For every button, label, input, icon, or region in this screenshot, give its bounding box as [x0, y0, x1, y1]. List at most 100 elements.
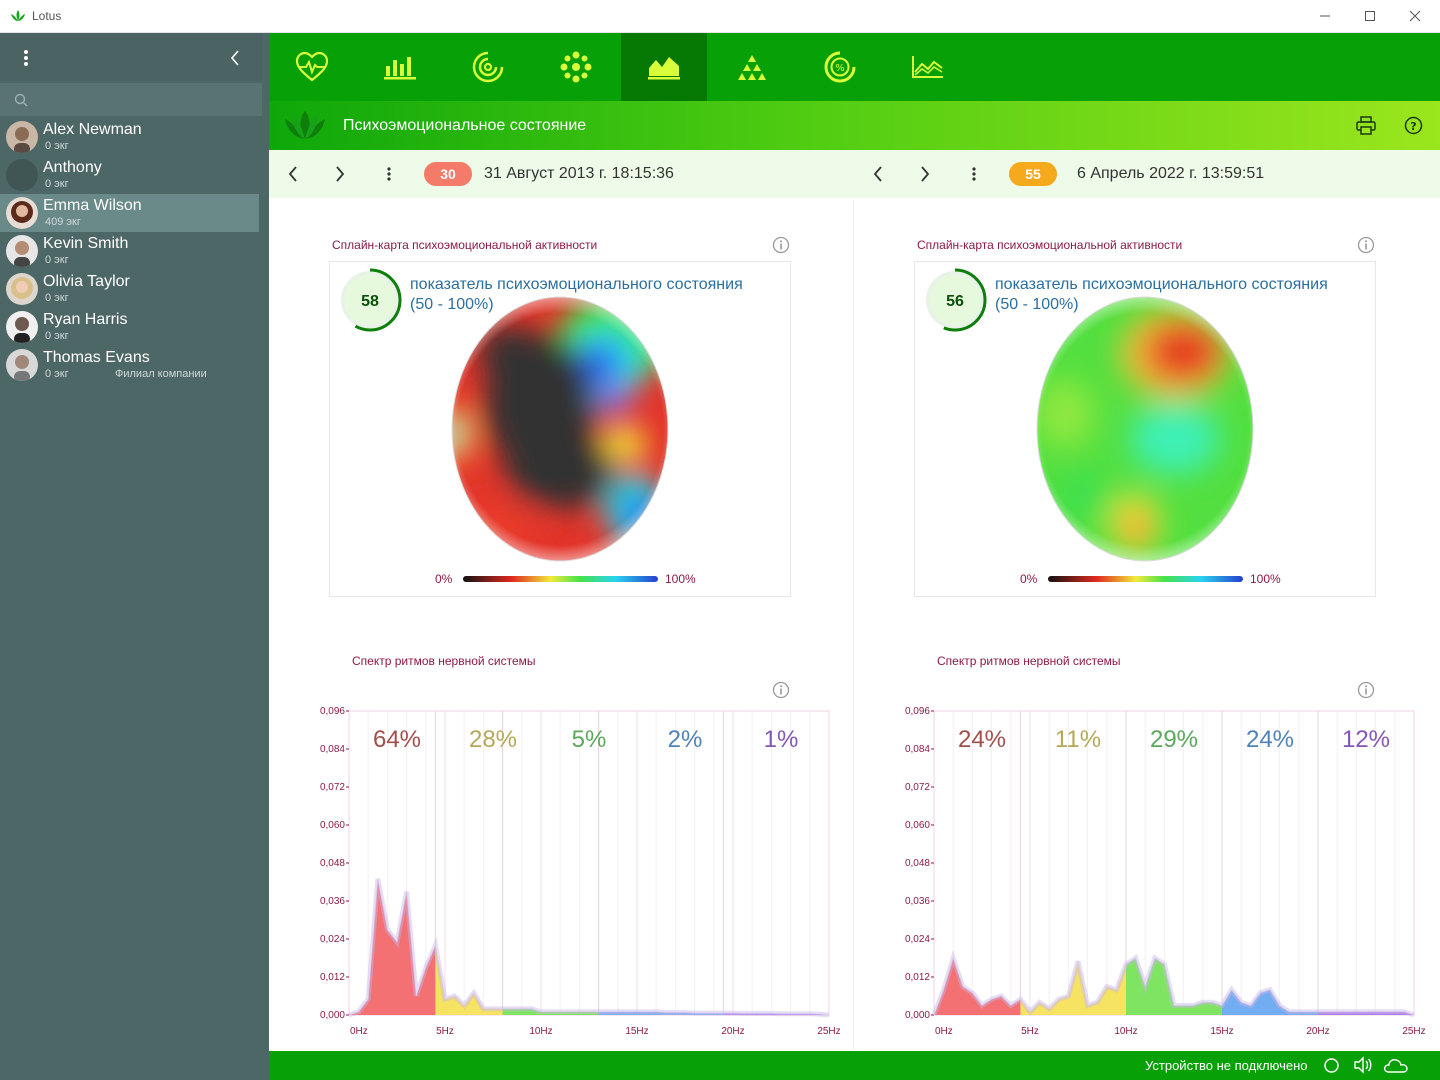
contact-item-thomas-evans[interactable]: Thomas Evans 0 экг Филиал компании	[0, 346, 259, 384]
x-tick-label: 0Hz	[350, 1026, 368, 1037]
scale-max-label: 100%	[665, 572, 696, 586]
avatar	[6, 349, 38, 381]
next-session-right-icon[interactable]	[919, 162, 931, 186]
minimize-button[interactable]	[1305, 4, 1345, 28]
band-percentage: 5%	[572, 726, 607, 753]
indicator-legend: показатель психоэмоционального состояния…	[410, 275, 780, 315]
window-title: Lotus	[32, 9, 62, 23]
indicator-range: (50 - 100%)	[410, 296, 494, 313]
info-icon[interactable]	[1357, 236, 1375, 254]
percent-ring-icon: %	[824, 51, 856, 83]
spectrum-line	[933, 956, 1415, 1016]
lotus-logo-icon	[11, 10, 25, 21]
maximize-icon	[1365, 11, 1375, 21]
y-tick-label: 0,096	[320, 706, 345, 717]
title-bar: Lotus	[0, 0, 1440, 33]
area-chart-icon	[648, 57, 680, 80]
session-date-right: 6 Апрель 2022 г. 13:59:51	[1077, 165, 1265, 182]
contact-ecg-count: 0 экг	[45, 254, 69, 266]
spline-map-card: 56 показатель психоэмоционального состоя…	[914, 261, 1376, 597]
x-tick-label: 15Hz	[1210, 1026, 1233, 1037]
spectrum-line	[348, 878, 830, 1016]
heart-pulse-icon	[295, 51, 329, 82]
line-chart-icon	[912, 56, 943, 78]
contact-item-anthony[interactable]: Anthony 0 экг	[0, 156, 259, 194]
x-tick-label: 20Hz	[1306, 1026, 1329, 1037]
contact-ecg-count: 409 экг	[45, 216, 81, 228]
next-session-left-icon[interactable]	[334, 162, 346, 186]
indicator-value: 56	[946, 293, 964, 310]
tool-percent[interactable]: %	[797, 33, 883, 101]
avatar	[6, 121, 38, 153]
y-tick-label: 0,036	[320, 896, 345, 907]
contact-name: Kevin Smith	[43, 235, 129, 252]
contact-item-ryan-harris[interactable]: Ryan Harris 0 экг	[0, 308, 259, 346]
close-button[interactable]	[1395, 4, 1435, 28]
scale-max-label: 100%	[1250, 572, 1281, 586]
session-menu-right-icon[interactable]	[970, 162, 978, 186]
connection-circle-icon[interactable]	[1323, 1057, 1340, 1074]
spectrum-caption: Спектр ритмов нервной системы	[937, 654, 1121, 668]
band-percentage: 2%	[668, 726, 703, 753]
indicator-label: показатель психоэмоционального состояния	[995, 276, 1328, 293]
indicator-gauge: 56	[925, 268, 987, 332]
tool-heart-rhythm[interactable]	[269, 33, 355, 101]
spectrum-band-4	[1222, 989, 1318, 1015]
indicator-legend: показатель психоэмоционального состояния…	[995, 275, 1365, 315]
spline-map-card: 58 показатель психоэмоционального состоя…	[329, 261, 791, 597]
search-icon	[14, 93, 28, 107]
print-icon[interactable]	[1356, 116, 1376, 135]
minimize-icon	[1320, 15, 1330, 17]
contact-name: Ryan Harris	[43, 311, 128, 328]
collapse-chevron-icon[interactable]	[229, 49, 241, 67]
tool-pyramid[interactable]	[709, 33, 795, 101]
cloud-icon[interactable]	[1382, 1057, 1410, 1074]
session-menu-left-icon[interactable]	[385, 162, 393, 186]
contact-name: Thomas Evans	[43, 349, 150, 366]
band-percentage: 11%	[1055, 726, 1101, 753]
color-scale-bar	[463, 576, 658, 582]
contacts-sidebar: Alex Newman 0 экг Anthony 0 экг Emma Wil…	[0, 33, 269, 1080]
info-icon[interactable]	[772, 681, 790, 699]
tool-spiral[interactable]	[445, 33, 531, 101]
search-input[interactable]	[0, 83, 262, 116]
spectrum-band-4	[598, 1011, 724, 1015]
tool-trend[interactable]	[885, 33, 971, 101]
band-percentage: 28%	[469, 726, 517, 753]
tool-statistics[interactable]	[357, 33, 443, 101]
contact-item-kevin-smith[interactable]: Kevin Smith 0 экг	[0, 232, 259, 270]
contact-item-emma-wilson[interactable]: Emma Wilson 409 экг	[0, 194, 259, 232]
contact-name: Alex Newman	[43, 121, 142, 138]
pyramid-icon	[738, 55, 766, 80]
more-vertical-icon[interactable]	[22, 49, 30, 67]
main-area: % Психоэмоциональное состояние	[269, 33, 1440, 1080]
spectrum-band-5	[1318, 1011, 1414, 1015]
help-icon[interactable]: ?	[1404, 116, 1423, 135]
prev-session-left-icon[interactable]	[287, 162, 299, 186]
spectrum-caption: Спектр ритмов нервной системы	[352, 654, 536, 668]
contact-item-olivia-taylor[interactable]: Olivia Taylor 0 экг	[0, 270, 259, 308]
maximize-button[interactable]	[1350, 4, 1390, 28]
analysis-toolbar: %	[269, 33, 1440, 101]
prev-session-right-icon[interactable]	[872, 162, 884, 186]
tool-psycho-emotional[interactable]	[621, 33, 707, 101]
contact-branch: Филиал компании	[115, 368, 207, 380]
y-tick-label: 0,048	[320, 858, 345, 869]
band-percentage: 64%	[373, 726, 421, 753]
sidebar-header	[0, 33, 262, 81]
avatar	[6, 159, 38, 191]
info-icon[interactable]	[772, 236, 790, 254]
spectrum-chart: 0,096 0,084 0,072 0,060 0,048 0,036 0,024 0,012…	[905, 706, 1426, 1037]
contact-list: Alex Newman 0 экг Anthony 0 экг Emma Wil…	[0, 118, 262, 384]
tool-chakras[interactable]	[533, 33, 619, 101]
y-tick-label: 0,096	[905, 706, 930, 717]
info-icon[interactable]	[1357, 681, 1375, 699]
contact-item-alex-newman[interactable]: Alex Newman 0 экг	[0, 118, 259, 156]
sound-icon[interactable]	[1353, 1056, 1373, 1074]
band-percentage: 24%	[1246, 726, 1294, 753]
x-tick-label: 15Hz	[625, 1026, 648, 1037]
contact-ecg-count: 0 экг	[45, 330, 69, 342]
contact-name: Emma Wilson	[43, 197, 142, 214]
contact-ecg-count: 0 экг	[45, 292, 69, 304]
